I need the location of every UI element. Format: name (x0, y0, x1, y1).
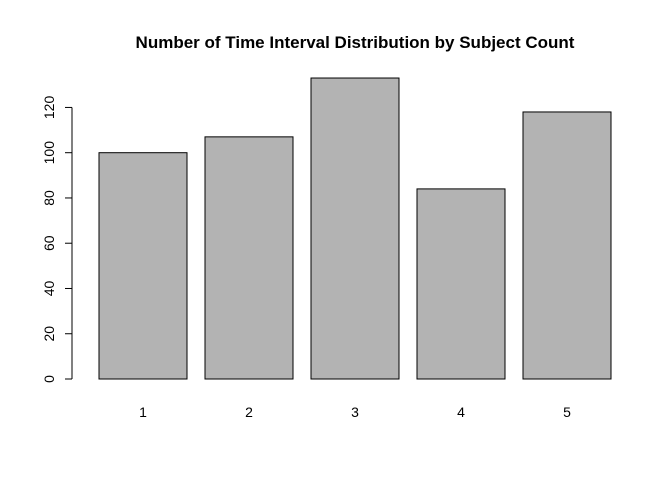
bar-3 (310, 77, 400, 380)
bars-group (98, 77, 612, 380)
y-tick-label: 40 (41, 280, 57, 296)
y-axis: 0 20 40 60 80 100 120 (41, 96, 73, 383)
y-tick-label: 120 (41, 96, 57, 120)
y-tick-label: 0 (41, 375, 57, 383)
x-tick-label: 4 (457, 404, 465, 420)
y-tick-label: 60 (41, 235, 57, 251)
x-tick-label: 2 (245, 404, 253, 420)
y-tick-label: 100 (41, 141, 57, 165)
bar-1 (98, 152, 188, 380)
chart-title: Number of Time Interval Distribution by … (136, 33, 575, 52)
y-tick-label: 20 (41, 326, 57, 342)
bar-4 (416, 188, 506, 380)
x-tick-labels: 1 2 3 4 5 (139, 404, 571, 420)
y-tick-label: 80 (41, 190, 57, 206)
x-tick-label: 5 (563, 404, 571, 420)
bar-5 (522, 111, 612, 380)
x-tick-label: 1 (139, 404, 147, 420)
bar-2 (204, 136, 294, 380)
x-tick-label: 3 (351, 404, 359, 420)
